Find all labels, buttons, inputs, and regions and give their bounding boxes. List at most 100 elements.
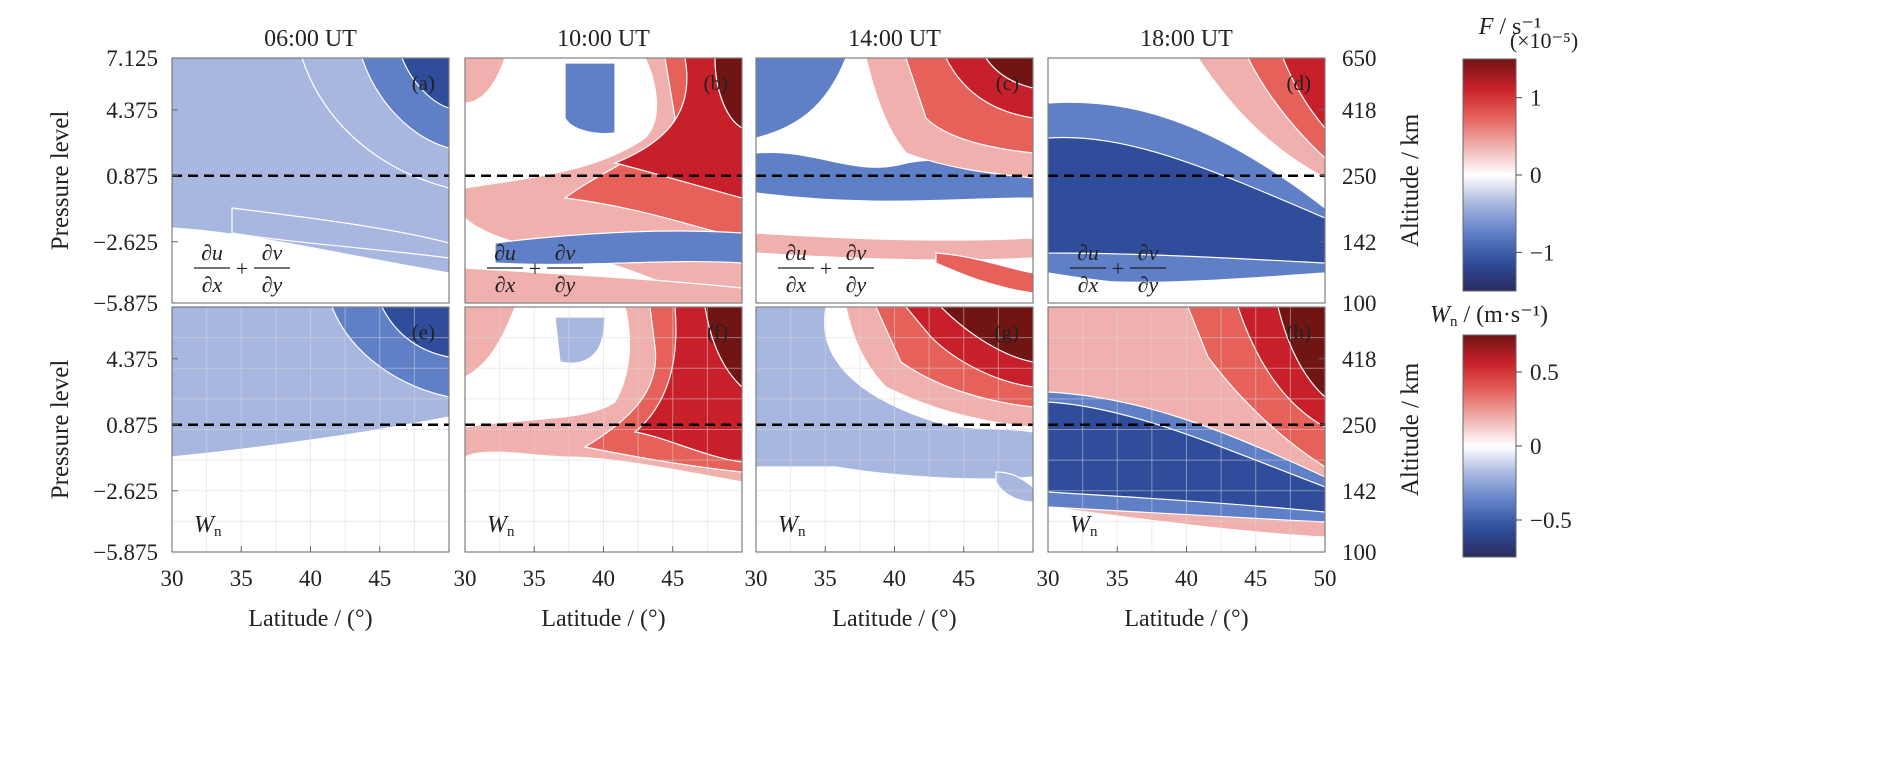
inset-denominator: ∂x: [495, 272, 516, 297]
panel-frame: [171, 57, 450, 304]
altitude-tick-label: 250: [1342, 413, 1377, 438]
contour-fill: [465, 58, 506, 104]
x-tick-label: 35: [1106, 566, 1129, 591]
x-axis-label: Latitude / (°): [832, 606, 956, 632]
column-title: 18:00 UT: [1140, 26, 1233, 52]
y-tick-label: −5.875: [93, 540, 158, 565]
inset-denominator: ∂y: [1138, 272, 1159, 297]
x-tick-label: 45: [1244, 566, 1267, 591]
inset-denominator: ∂y: [262, 272, 283, 297]
contour-fill: [756, 232, 1033, 261]
inset-subscript: n: [214, 524, 222, 540]
colorbar-tick-label: −1: [1530, 240, 1554, 265]
contour-fill: [494, 230, 742, 266]
panel-tag: (g): [995, 320, 1020, 344]
inset-denominator: ∂x: [1078, 272, 1099, 297]
colorbar-1: [1462, 58, 1517, 292]
panel-tag: (e): [412, 320, 435, 344]
inset-numerator: ∂v: [846, 240, 867, 265]
inset-subscript: n: [1090, 524, 1098, 540]
colorbar-label: F / s⁻¹: [1478, 14, 1542, 40]
colorbar-2: [1462, 334, 1517, 558]
colorbar-tick-label: −0.5: [1530, 508, 1572, 533]
panel-e: [172, 307, 449, 552]
contour-fill: [756, 58, 847, 139]
y-axis-label: Pressure level: [47, 360, 74, 500]
contour-fill: [613, 58, 742, 199]
inset-variable-label: Wn: [487, 512, 515, 540]
panel-a: [172, 58, 449, 303]
colorbar-tick-label: 1: [1530, 86, 1542, 111]
panel-tag: (a): [412, 71, 435, 95]
x-tick-label: 30: [161, 566, 184, 591]
x-tick-label: 40: [883, 566, 906, 591]
y-tick-label: −5.875: [93, 291, 158, 316]
x-tick-label: 30: [1037, 566, 1060, 591]
colorbar-tick-label: 0: [1530, 434, 1542, 459]
inset-denominator: ∂x: [202, 272, 223, 297]
x-axis-label: Latitude / (°): [541, 606, 665, 632]
colorbar-label: Wn / (m·s⁻¹): [1430, 302, 1548, 330]
inset-plus: +: [529, 256, 541, 281]
x-tick-label: 45: [368, 566, 391, 591]
y-tick-label: 7.125: [106, 46, 158, 71]
x-tick-label: 45: [661, 566, 684, 591]
y-tick-label: 4.375: [106, 98, 158, 123]
altitude-axis-label: Altitude / km: [1397, 362, 1424, 496]
panel-tag: (d): [1287, 71, 1312, 95]
inset-denominator: ∂y: [846, 272, 867, 297]
contour-fill: [231, 207, 449, 259]
panel-g: [756, 307, 1033, 552]
x-axis-label: Latitude / (°): [1124, 606, 1248, 632]
y-tick-label: 0.875: [106, 413, 158, 438]
inset-subscript: n: [798, 524, 806, 540]
colorbar-multiplier: (×10⁻⁵): [1510, 28, 1578, 53]
contour-fill: [985, 58, 1033, 89]
altitude-axis-label: Altitude / km: [1397, 113, 1424, 247]
contour-fill: [554, 316, 606, 364]
column-title: 06:00 UT: [264, 26, 357, 52]
panel-tag: (c): [996, 71, 1019, 95]
inset-numerator: ∂u: [785, 240, 807, 265]
altitude-tick-label: 650: [1342, 46, 1377, 71]
column-title: 14:00 UT: [848, 26, 941, 52]
inset-plus: +: [820, 256, 832, 281]
y-tick-label: −2.625: [93, 479, 158, 504]
panel-frame: [464, 57, 743, 304]
altitude-tick-label: 100: [1342, 540, 1377, 565]
inset-numerator: ∂u: [1077, 240, 1099, 265]
altitude-tick-label: 418: [1342, 98, 1377, 123]
altitude-tick-label: 100: [1342, 291, 1377, 316]
inset-plus: +: [1112, 256, 1124, 281]
altitude-tick-label: 142: [1342, 230, 1377, 255]
x-tick-label: 35: [523, 566, 546, 591]
inset-numerator: ∂v: [1138, 240, 1159, 265]
panel-frame: [755, 57, 1034, 304]
inset-denominator: ∂x: [786, 272, 807, 297]
y-axis-label: Pressure level: [47, 111, 74, 251]
colorbar-tick-label: 0: [1530, 163, 1542, 188]
x-tick-label: 50: [1314, 566, 1337, 591]
panel-d: [1048, 58, 1325, 303]
x-tick-label: 40: [1175, 566, 1198, 591]
x-tick-label: 35: [230, 566, 253, 591]
contour-fill: [995, 471, 1033, 503]
altitude-tick-label: 142: [1342, 479, 1377, 504]
panel-tag: (f): [707, 320, 728, 344]
panel-frame: [1047, 57, 1326, 304]
altitude-tick-label: 418: [1342, 347, 1377, 372]
inset-denominator: ∂y: [555, 272, 576, 297]
panel-c: [756, 58, 1033, 303]
x-axis-label: Latitude / (°): [248, 606, 372, 632]
altitude-tick-label: 250: [1342, 164, 1377, 189]
x-tick-label: 30: [745, 566, 768, 591]
panel-tag: (h): [1287, 320, 1312, 344]
panel-f: [465, 307, 742, 552]
x-tick-label: 40: [299, 566, 322, 591]
inset-subscript: n: [507, 524, 515, 540]
x-tick-label: 40: [592, 566, 615, 591]
colorbar-tick-label: 0.5: [1530, 360, 1559, 385]
inset-numerator: ∂v: [555, 240, 576, 265]
column-title: 10:00 UT: [557, 26, 650, 52]
